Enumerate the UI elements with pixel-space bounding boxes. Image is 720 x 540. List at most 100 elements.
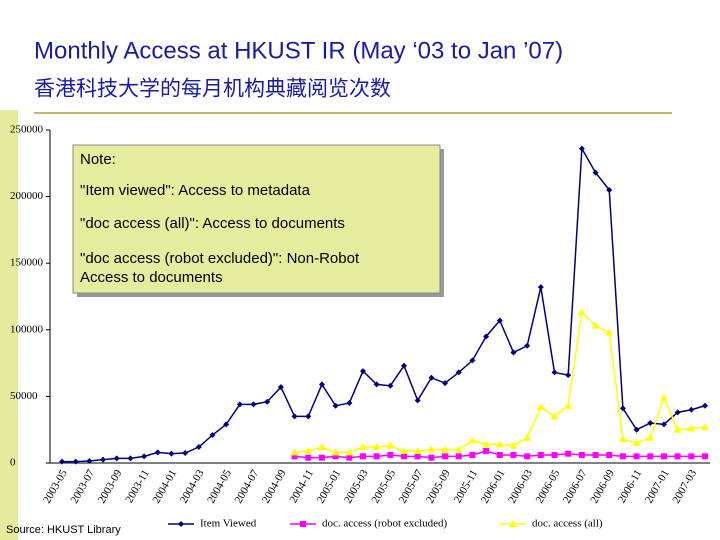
marker	[428, 374, 435, 381]
marker	[154, 449, 161, 456]
marker	[647, 420, 654, 427]
marker	[468, 436, 477, 444]
marker	[59, 458, 65, 465]
marker	[236, 401, 243, 408]
marker	[523, 433, 532, 441]
marker	[401, 362, 408, 369]
marker	[674, 409, 681, 416]
legend-marker	[178, 521, 184, 527]
x-tick-label: 2005-11	[452, 468, 481, 505]
marker	[688, 406, 695, 413]
marker	[701, 423, 709, 431]
marker	[469, 452, 476, 459]
side-band	[0, 110, 18, 540]
marker	[359, 453, 366, 460]
marker	[660, 453, 667, 460]
x-tick-label: 2004-07	[233, 467, 262, 505]
x-tick-label: 2007-03	[670, 467, 699, 505]
marker	[277, 384, 284, 391]
marker	[592, 452, 599, 459]
legend-marker	[300, 521, 306, 527]
note-line: "doc access (robot excluded)": Non-Robot	[80, 250, 360, 267]
x-tick-label: 2006-03	[506, 467, 535, 505]
marker	[414, 453, 421, 460]
marker	[305, 413, 312, 420]
marker	[387, 382, 394, 389]
marker	[345, 448, 354, 456]
marker	[414, 397, 421, 404]
x-tick-label: 2003-11	[123, 468, 152, 505]
marker	[413, 447, 422, 455]
marker	[86, 458, 93, 465]
marker	[578, 452, 585, 459]
marker	[591, 321, 600, 329]
marker	[318, 454, 325, 461]
x-tick-label: 2004-05	[205, 467, 234, 505]
slide-subtitle: 香港科技大学的每月机构典藏阅览次数	[34, 78, 391, 101]
marker	[565, 450, 572, 457]
marker	[619, 405, 626, 412]
y-tick-label: 50000	[10, 390, 38, 402]
marker	[659, 393, 668, 401]
marker	[223, 421, 230, 428]
marker	[113, 455, 120, 462]
marker	[483, 448, 490, 455]
x-tick-label: 2006-01	[479, 468, 508, 506]
x-tick-label: 2006-05	[534, 467, 563, 505]
marker	[550, 412, 559, 420]
marker	[387, 452, 394, 459]
marker	[578, 145, 585, 152]
y-tick-label: 150000	[10, 257, 44, 269]
marker	[482, 440, 491, 448]
marker	[455, 453, 462, 460]
marker	[702, 402, 708, 409]
marker	[633, 426, 640, 433]
x-tick-label: 2003-09	[96, 467, 125, 505]
marker	[428, 454, 435, 461]
x-tick-label: 2006-11	[616, 468, 645, 505]
marker	[618, 435, 627, 443]
x-tick-label: 2005-07	[397, 467, 426, 505]
marker	[536, 403, 545, 411]
marker	[304, 447, 313, 455]
legend-label: doc. access (all)	[532, 518, 603, 530]
marker	[141, 453, 148, 460]
marker	[373, 453, 380, 460]
marker	[660, 421, 667, 428]
marker	[496, 452, 503, 459]
marker	[305, 454, 312, 461]
marker	[318, 381, 325, 388]
x-tick-label: 2004-03	[178, 467, 207, 505]
x-tick-label: 2006-07	[561, 467, 590, 505]
marker	[619, 453, 626, 460]
marker	[195, 444, 202, 451]
marker	[168, 450, 175, 457]
marker	[647, 453, 654, 460]
marker	[687, 424, 696, 432]
marker	[346, 400, 353, 407]
y-tick-label: 100000	[10, 323, 44, 335]
x-tick-label: 2007-01	[643, 468, 672, 506]
marker	[496, 317, 503, 324]
marker	[372, 443, 381, 451]
marker	[182, 450, 189, 457]
marker	[401, 453, 408, 460]
marker	[551, 369, 558, 376]
note-line: "doc access (all)": Access to documents	[80, 215, 345, 232]
marker	[386, 441, 395, 449]
marker	[264, 398, 271, 405]
x-tick-label: 2005-01	[315, 468, 344, 506]
x-tick-label: 2004-11	[288, 468, 317, 505]
marker	[400, 447, 409, 455]
marker	[427, 445, 436, 453]
marker	[702, 453, 708, 460]
marker	[358, 443, 367, 451]
x-tick-label: 2004-01	[151, 468, 180, 506]
marker	[510, 349, 517, 356]
marker	[454, 445, 463, 453]
marker	[291, 413, 298, 420]
x-tick-label: 2005-09	[424, 467, 453, 505]
marker	[250, 401, 257, 408]
x-tick-label: 2006-09	[588, 467, 617, 505]
legend-label: doc. access (robot excluded)	[322, 518, 448, 530]
